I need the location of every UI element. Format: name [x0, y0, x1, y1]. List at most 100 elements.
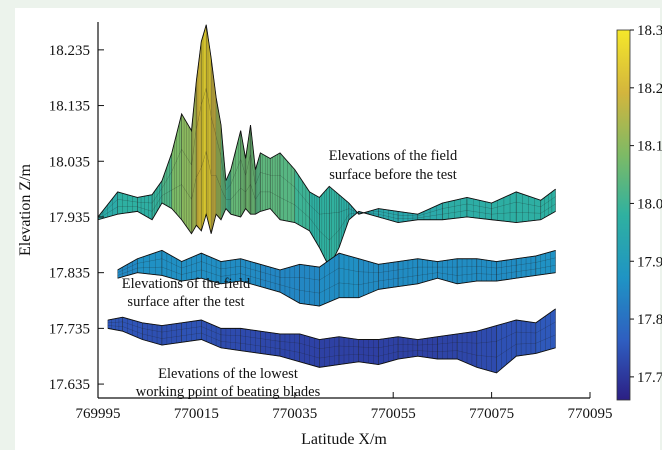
surface-0-mesh-line — [97, 199, 118, 219]
surface-1-mesh-line — [260, 271, 281, 278]
surface-0-mesh-line — [540, 203, 556, 214]
surface-0-mesh-line — [270, 191, 281, 198]
surface-0-mesh-line — [466, 203, 492, 209]
surface-2-mesh-line — [437, 342, 458, 345]
surface-2-mesh-line — [358, 346, 379, 349]
surface-2-mesh-line — [142, 333, 162, 339]
surface-0-bottom-edge — [97, 202, 556, 269]
surface-1-mesh-line — [137, 266, 162, 269]
surface-0-mesh-line — [181, 149, 192, 166]
surface-1-mesh-line — [181, 261, 202, 269]
y-tick-label: 17.935 — [49, 210, 90, 226]
x-tick-label: 770055 — [371, 406, 416, 422]
surface-1-mesh-line — [299, 290, 320, 294]
surface-2-mesh-line — [398, 350, 418, 352]
surface-1-mesh-line — [161, 258, 182, 269]
annotation-blades-line2: working point of beating blades — [136, 384, 321, 400]
annotation-blades-line1: Elevations of the lowest — [158, 366, 298, 382]
surface-1-mesh-line — [496, 271, 517, 275]
surface-2-mesh-line — [476, 355, 497, 358]
surface-2-mesh-line — [280, 348, 300, 353]
surface-2-mesh-line — [496, 344, 517, 358]
surface-0-mesh-line — [442, 203, 468, 209]
surface-1-mesh-line — [201, 261, 222, 270]
annotation-before-line2: surface before the test — [329, 167, 457, 183]
surface-1-mesh-line — [220, 266, 241, 270]
surface-1-mesh-line — [516, 268, 536, 272]
surface-0-mesh-line — [137, 201, 153, 204]
surface-0-mesh-line — [279, 197, 295, 206]
surface-0-mesh-line — [245, 154, 251, 176]
surface-0-mesh-line — [329, 229, 340, 241]
surface-2-mesh-line — [161, 335, 182, 339]
surface-1-mesh-line — [516, 262, 536, 266]
surface-2-mesh-line — [201, 332, 222, 342]
surface-0-mesh-line — [260, 172, 271, 176]
colorbar-ticks: 17.7 17.8 17.9 18.0 18.1 18.2 18.3 — [630, 23, 662, 386]
surface-0-mesh-line — [230, 188, 241, 200]
colorbar-tick-label: 17.7 — [637, 370, 662, 386]
surface-0-top-edge — [97, 24, 556, 218]
x-tick-label: 770095 — [568, 406, 613, 422]
surface-2-mesh-line — [417, 350, 438, 352]
surface-2-mesh-line — [240, 335, 261, 339]
surface-0-mesh-line — [378, 211, 399, 216]
surface-0-mesh-line — [196, 104, 202, 129]
surface-2-mesh-line — [398, 344, 418, 346]
axes-frame — [97, 22, 590, 399]
surface-0-mesh-line — [255, 172, 261, 185]
surface-0-mesh-line — [215, 136, 222, 157]
surface-0-mesh-line — [211, 116, 217, 137]
surface-1-mesh-line — [181, 269, 202, 275]
surface-0-mesh-line — [338, 214, 350, 231]
surface-1-mesh-line — [260, 279, 281, 285]
surface-0-mesh-line — [319, 230, 330, 241]
surface-0-mesh-line — [225, 184, 231, 191]
surface-2-mesh-line — [220, 341, 241, 344]
surface-0-mesh-line — [201, 151, 207, 168]
surface-1-top-edge — [117, 249, 556, 271]
colorbar-tick-label: 18.1 — [637, 139, 662, 155]
colorbar-tick-label: 18.2 — [637, 81, 662, 97]
surface-1-mesh-line — [299, 277, 320, 281]
surface-0-mesh-line — [220, 188, 227, 200]
surface-1-mesh-line — [117, 263, 138, 273]
surface-0-mesh-line — [151, 188, 163, 204]
surface-2-mesh-line — [535, 321, 556, 334]
surface-2-top-edge — [107, 308, 556, 340]
surface-1-mesh-line — [358, 280, 379, 285]
surface-layer — [97, 24, 556, 374]
annotation-before-line1: Elevations of the field — [329, 148, 458, 164]
surface-2-mesh-line — [142, 328, 162, 333]
x-axis-label: Latitude X/m — [301, 431, 387, 448]
surface-0-mesh-line — [171, 184, 182, 191]
surface-series-2 — [107, 308, 556, 374]
surface-2-mesh-line — [122, 326, 143, 335]
surface-1-mesh-line — [378, 269, 399, 273]
surface-1-mesh-line — [457, 273, 477, 276]
y-ticks: 17.635 17.735 17.835 17.935 18.035 18.135 18.2… — [49, 43, 104, 393]
surface-1-mesh-line — [137, 258, 162, 264]
surface-0-mesh-line — [466, 210, 492, 215]
surface-0-mesh-line — [294, 187, 310, 205]
surface-2-mesh-line — [496, 331, 517, 342]
surface-0-mesh-line — [250, 154, 256, 185]
surface-0-mesh-line — [161, 189, 172, 196]
surface-0-mesh-line — [206, 87, 212, 117]
surface-1-mesh-line — [535, 265, 556, 270]
surface-0-mesh-line — [171, 149, 182, 172]
surface-1-mesh-line — [220, 273, 241, 277]
surface-2-mesh-line — [378, 344, 399, 349]
surface-0-mesh-line — [417, 208, 443, 217]
surface-2-mesh-line — [339, 354, 359, 356]
surface-0-mesh-line — [161, 171, 172, 189]
surface-2-mesh-line — [107, 325, 123, 327]
surface-1-mesh-line — [358, 271, 379, 273]
surface-0-mesh-line — [442, 210, 468, 215]
surface-1-mesh-line — [476, 266, 497, 269]
x-ticks: 769995 770015 770035 770055 770075 770095 — [76, 392, 613, 422]
surface-0-mesh-line — [540, 196, 556, 207]
surface-0-mesh-line — [117, 199, 138, 203]
surface-1-mesh-line — [339, 267, 359, 272]
